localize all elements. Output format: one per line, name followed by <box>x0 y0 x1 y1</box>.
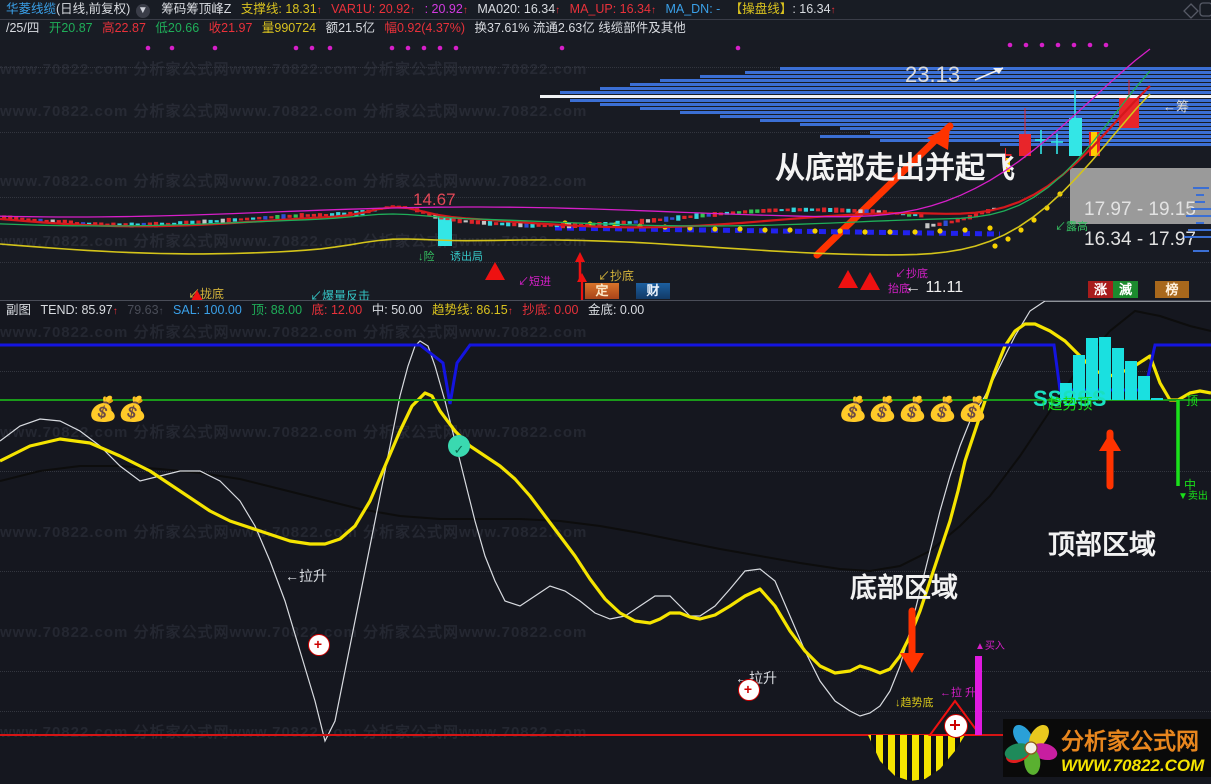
svg-text:分析家公式网: 分析家公式网 <box>1061 728 1199 754</box>
svg-text:顶部区域: 顶部区域 <box>1048 529 1156 560</box>
svg-text:底部区域: 底部区域 <box>850 572 958 603</box>
svg-text:↑趋势顶: ↑趋势顶 <box>1040 396 1093 413</box>
svg-text:WWW.70822.COM: WWW.70822.COM <box>1061 756 1205 775</box>
